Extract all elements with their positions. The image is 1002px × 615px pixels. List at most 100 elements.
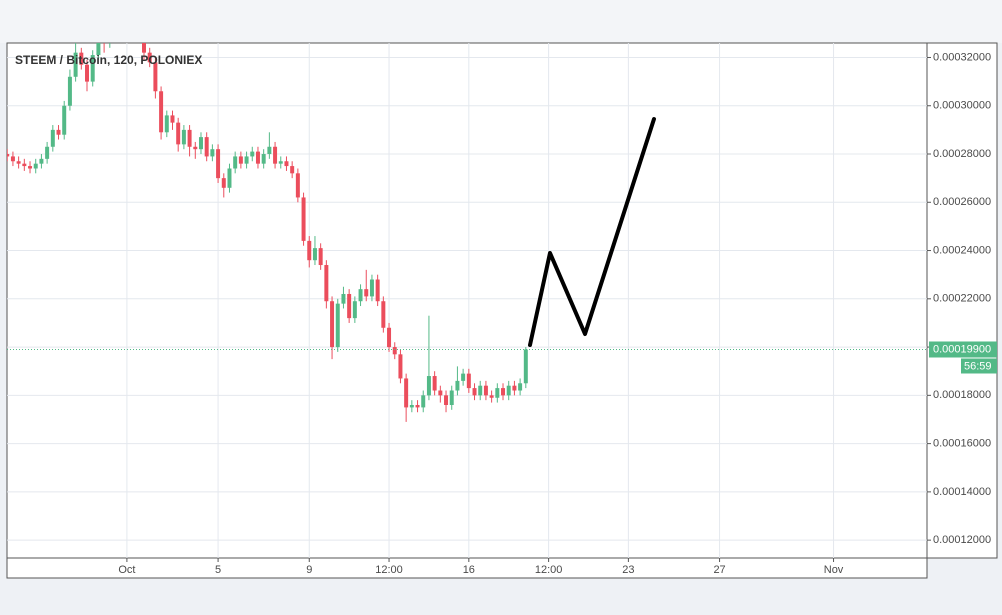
candle-body [96, 43, 101, 56]
price-axis [926, 42, 998, 559]
candle-body [267, 146, 272, 155]
axes: 0.00012000 0.00014000 0.00016000 0.00018000… [7, 51, 997, 576]
candle-body [193, 146, 198, 150]
candle-body [409, 404, 414, 408]
candle-body [506, 385, 511, 396]
y-tick-label: 0.00028000 [933, 148, 991, 160]
candle-body [16, 161, 21, 164]
candle-body [50, 129, 55, 147]
top-bar [0, 0, 1002, 43]
y-tick-label: 0.00016000 [933, 438, 991, 450]
candle-body [392, 347, 397, 355]
candle-body [341, 293, 346, 304]
candle-body [347, 293, 352, 319]
candle-body [176, 122, 181, 145]
candle-body [404, 378, 409, 408]
y-tick-label: 0.00012000 [933, 534, 991, 546]
candle-body [79, 52, 84, 65]
time-axis [6, 557, 928, 579]
candle-body [324, 265, 329, 302]
candle-body [455, 380, 460, 391]
candle-body [7, 154, 10, 157]
candle-body [449, 390, 454, 405]
candle-body [233, 156, 238, 169]
candle-body [273, 146, 278, 164]
candle-body [244, 156, 249, 164]
last-price-box [929, 341, 997, 358]
x-tick-label: 12:00 [535, 564, 563, 576]
candle-body [415, 404, 420, 408]
candle-body [216, 149, 221, 179]
candle-body [210, 149, 215, 157]
candle-body [159, 91, 164, 133]
candle-body [227, 168, 232, 188]
candle-body [67, 76, 72, 106]
candle-body [466, 373, 471, 389]
candle-body [352, 301, 357, 319]
candle-body [523, 349, 528, 384]
x-tick-label: 23 [622, 564, 634, 576]
candle-body [73, 52, 78, 77]
last-price-label: 0.00019900 [933, 343, 991, 355]
countdown: 56:59 [964, 360, 992, 372]
candle-body [181, 129, 186, 145]
candle-body [307, 240, 312, 261]
candle-body [364, 289, 369, 297]
candle-body [250, 151, 255, 157]
y-tick-label: 0.00018000 [933, 389, 991, 401]
x-tick-label: 9 [306, 564, 312, 576]
candle-body [39, 158, 44, 164]
candle-body [170, 115, 175, 123]
candle-body [90, 55, 95, 82]
candle-body [381, 301, 386, 328]
candle-body [387, 327, 392, 348]
candle-body [301, 197, 306, 241]
chart-title: STEEM / Bitcoin, 120, POLONIEX [15, 53, 202, 67]
candle-body [518, 383, 523, 391]
candle-body [221, 178, 226, 188]
candle-body [512, 385, 517, 391]
grid [7, 43, 927, 558]
candle-body [472, 388, 477, 396]
x-tick-label: 27 [713, 564, 725, 576]
candle-body [432, 376, 437, 391]
y-tick-label: 0.00024000 [933, 244, 991, 256]
candle-body [28, 166, 33, 169]
x-tick-label: 5 [215, 564, 221, 576]
x-tick-label: Oct [118, 564, 135, 576]
hand-drawn-projection [528, 117, 656, 347]
candle-body [489, 395, 494, 398]
candle-body [56, 129, 61, 135]
y-tick-label: 0.00026000 [933, 196, 991, 208]
candle-body [238, 156, 243, 164]
candle-body [358, 289, 363, 302]
candle-body [421, 395, 426, 408]
candle-body [164, 115, 169, 133]
y-tick-label: 0.00022000 [933, 293, 991, 305]
candle-body [501, 388, 506, 396]
candle-body [187, 129, 192, 147]
candle-body [495, 388, 500, 398]
plot-area [6, 42, 928, 559]
candle-body [426, 376, 431, 396]
candle-body [261, 154, 266, 164]
candle-body [255, 151, 260, 164]
candle-body [478, 385, 483, 396]
candle-body [284, 161, 289, 167]
x-tick-label: 12:00 [375, 564, 403, 576]
candle-body [153, 62, 158, 92]
candle-body [22, 163, 27, 167]
y-tick-label: 0.00032000 [933, 51, 991, 63]
candle-body [45, 146, 50, 159]
candle-body [278, 161, 283, 164]
candle-body [444, 395, 449, 405]
candle-body [335, 303, 340, 348]
y-tick-label: 0.00030000 [933, 100, 991, 112]
candle-body [10, 156, 15, 162]
candle-body [318, 248, 323, 266]
candle-body [198, 137, 203, 150]
candle-body [312, 248, 317, 261]
candle-body [62, 105, 67, 135]
